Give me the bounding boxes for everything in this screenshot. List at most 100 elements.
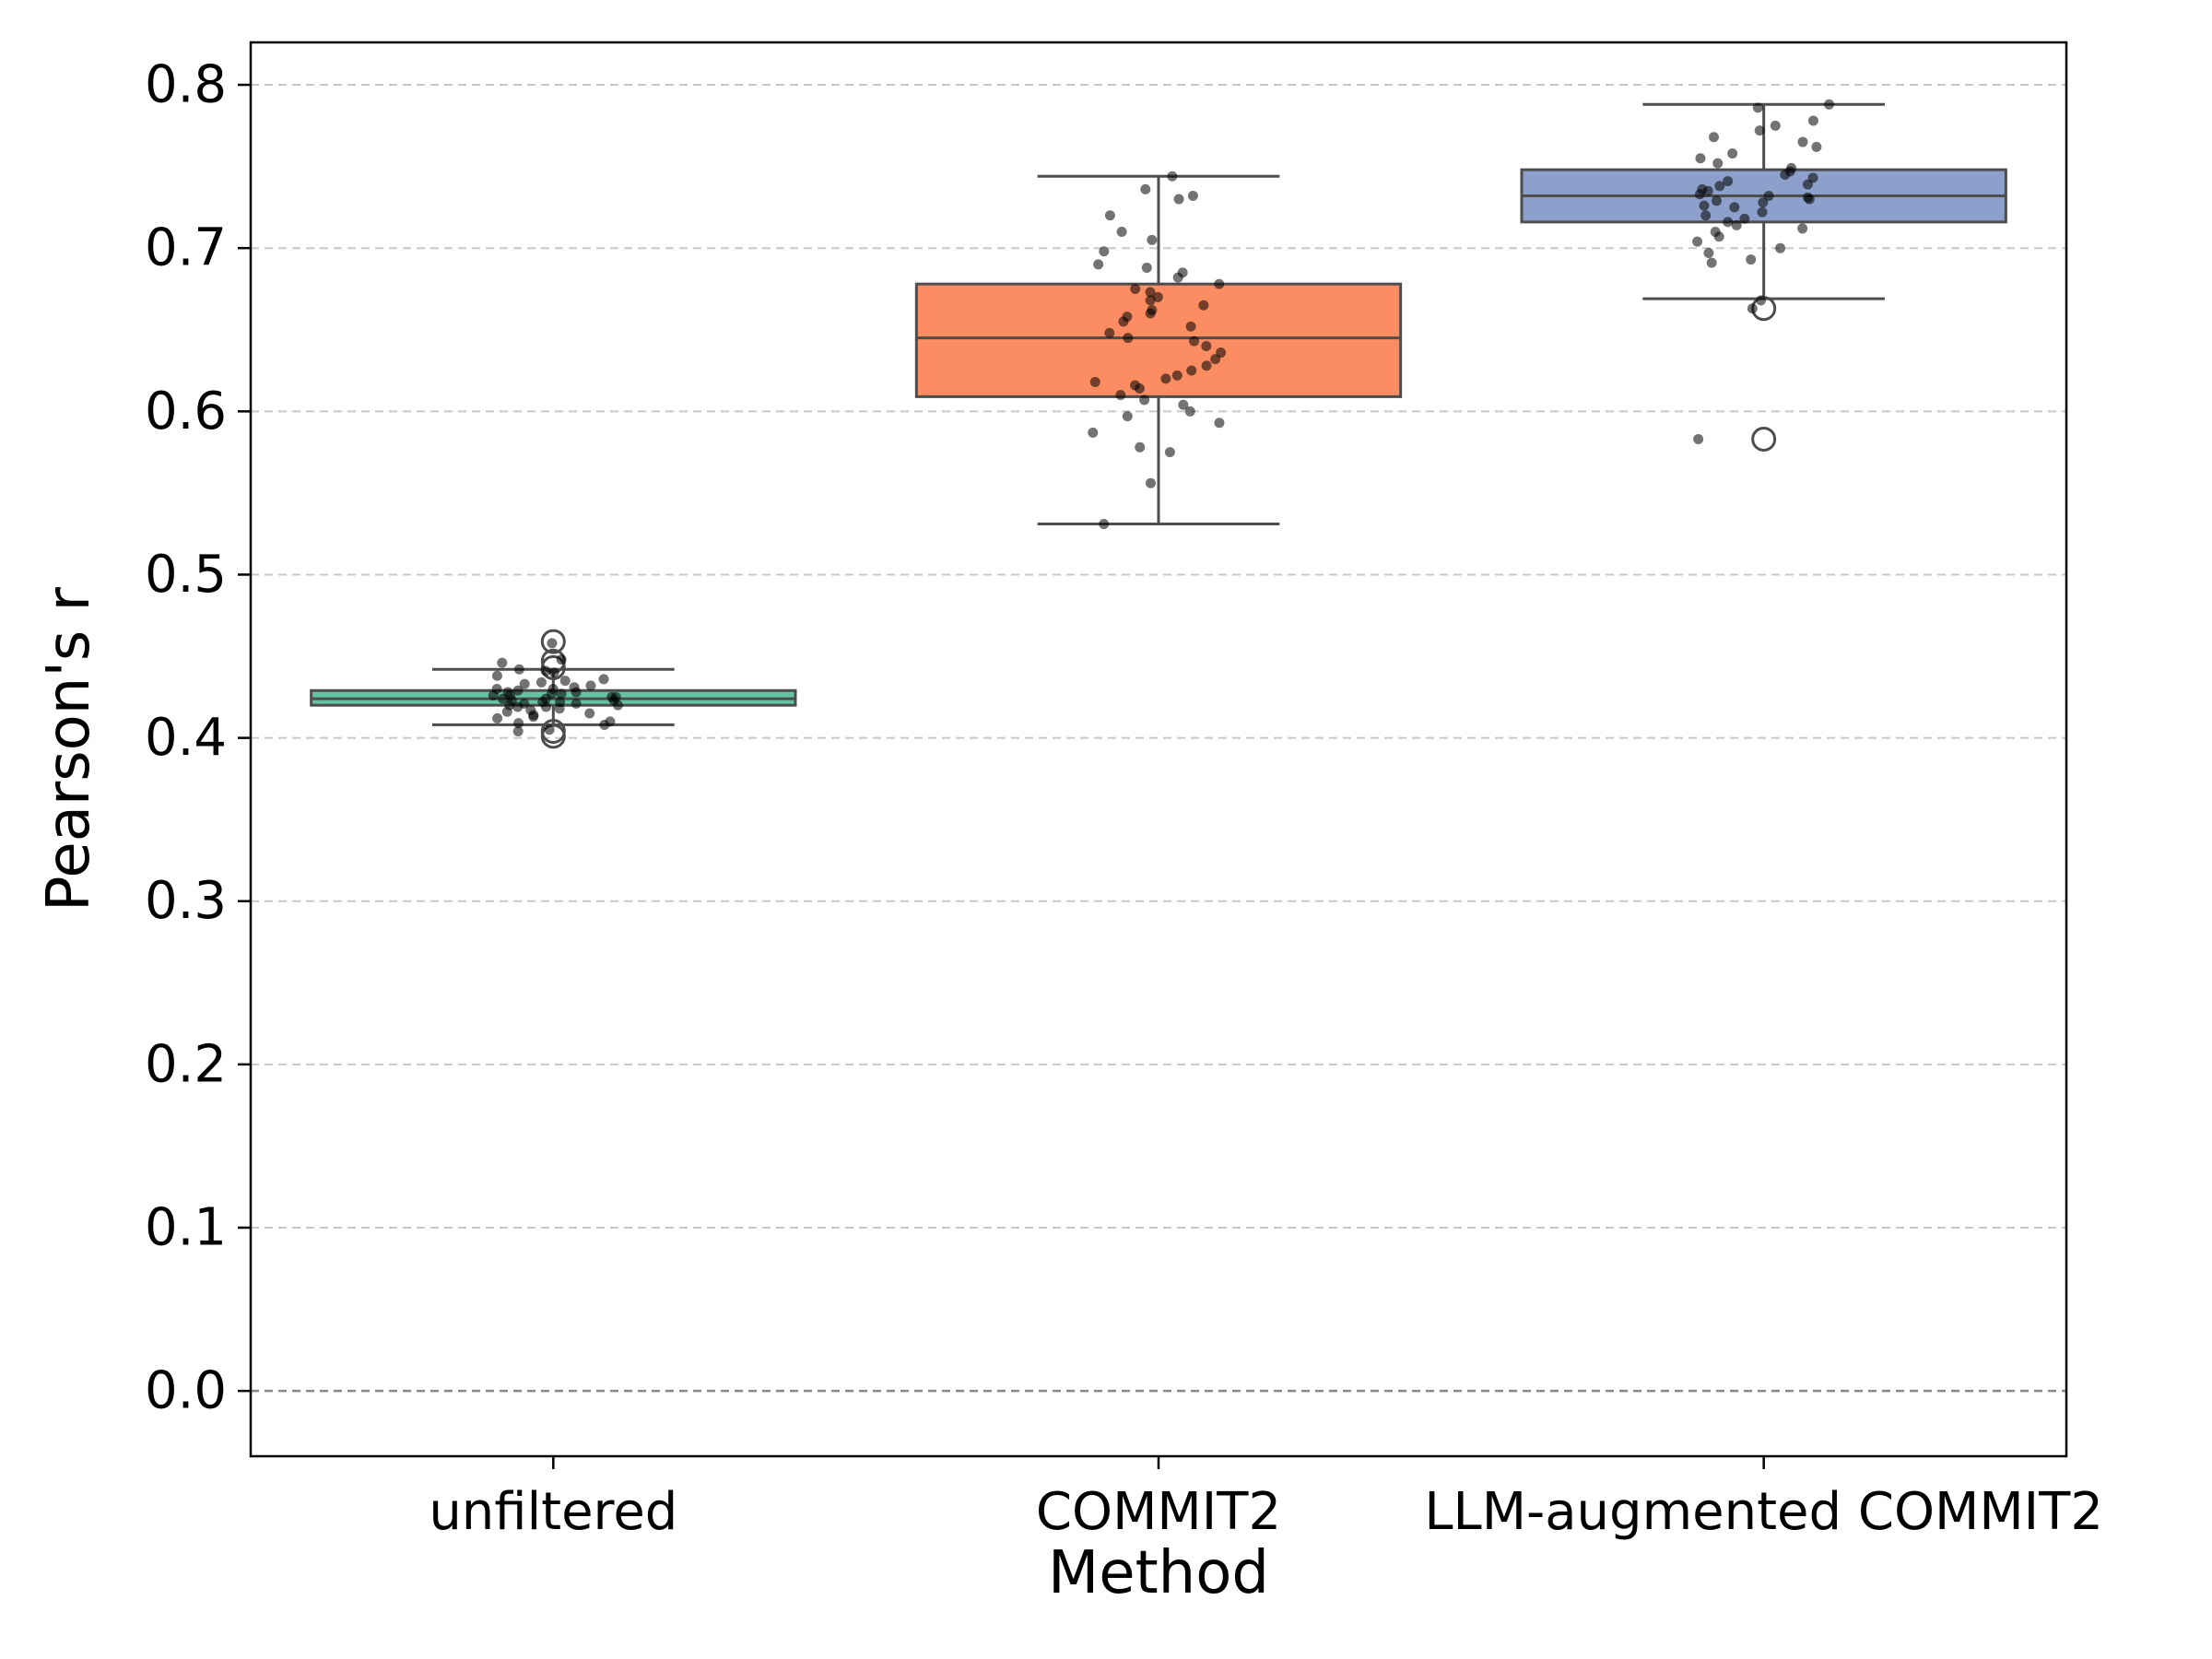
data-point <box>1700 210 1712 221</box>
y-tick-label: 0.4 <box>145 708 227 768</box>
data-point <box>1171 370 1182 381</box>
data-point <box>1140 183 1151 194</box>
data-point <box>1727 147 1738 159</box>
data-point <box>548 667 559 678</box>
data-point <box>1093 259 1104 270</box>
data-point <box>491 670 502 681</box>
data-point <box>1811 141 1822 152</box>
data-point <box>1134 383 1145 394</box>
data-point <box>544 724 555 735</box>
data-point <box>1122 411 1133 422</box>
data-point <box>1130 283 1141 294</box>
data-point <box>1692 236 1703 247</box>
data-point <box>540 701 551 712</box>
data-point <box>1709 132 1720 143</box>
data-point <box>1824 99 1835 110</box>
data-point <box>598 674 609 685</box>
data-point <box>1758 197 1769 208</box>
data-point <box>1775 242 1786 253</box>
data-point <box>1123 333 1134 344</box>
data-point <box>535 677 547 688</box>
data-point <box>1757 206 1768 218</box>
x-tick-label: LLM-augmented COMMIT2 <box>1424 1482 2103 1542</box>
data-point <box>599 719 610 730</box>
data-point <box>1770 120 1781 131</box>
data-point <box>497 657 508 668</box>
data-point <box>1754 125 1765 136</box>
y-tick-label: 0.5 <box>145 545 227 605</box>
data-point <box>488 690 499 701</box>
data-point <box>1695 153 1706 164</box>
data-point <box>1099 519 1110 530</box>
data-point <box>1210 354 1221 365</box>
data-point <box>559 676 571 687</box>
data-point <box>1099 246 1110 257</box>
y-tick-label: 0.0 <box>145 1361 227 1421</box>
data-point <box>1807 115 1818 126</box>
data-point <box>1755 295 1766 306</box>
data-point <box>512 685 524 696</box>
data-point <box>1147 234 1158 245</box>
iqr-box <box>914 282 1403 398</box>
y-tick-label: 0.1 <box>145 1198 227 1258</box>
data-point <box>1703 248 1714 259</box>
y-tick-label: 0.3 <box>145 871 227 931</box>
data-point <box>1152 291 1163 302</box>
data-point <box>1145 295 1156 306</box>
data-point <box>1139 394 1150 406</box>
data-point <box>512 701 524 712</box>
data-point <box>571 687 582 698</box>
outlier-marker <box>1751 426 1777 452</box>
x-tick-label: unfiltered <box>429 1482 677 1542</box>
data-point <box>1694 189 1705 200</box>
data-point <box>585 680 596 691</box>
data-point <box>1746 254 1757 265</box>
data-point <box>1797 136 1808 147</box>
data-point <box>612 700 623 711</box>
y-tick-label: 0.8 <box>145 55 227 115</box>
data-point <box>1172 272 1183 283</box>
data-point <box>547 638 558 649</box>
y-tick-label: 0.6 <box>145 382 227 441</box>
data-point <box>1186 365 1197 376</box>
y-tick-label: 0.7 <box>145 218 227 278</box>
data-point <box>1739 213 1750 224</box>
data-point <box>1178 399 1189 410</box>
y-tick-label: 0.2 <box>145 1034 227 1094</box>
data-point <box>492 712 503 724</box>
data-point <box>1187 191 1198 202</box>
data-point <box>1706 257 1717 268</box>
data-point <box>1763 191 1774 202</box>
data-point <box>1699 200 1710 211</box>
data-point <box>1145 477 1156 488</box>
point-layer <box>488 99 1835 737</box>
data-point <box>1723 217 1734 228</box>
data-point <box>556 688 567 700</box>
x-tick-label: COMMIT2 <box>1036 1482 1281 1542</box>
data-point <box>1711 195 1722 206</box>
data-point <box>1088 427 1099 438</box>
data-point <box>1116 226 1127 237</box>
data-point <box>1160 373 1171 384</box>
data-point <box>1214 418 1225 429</box>
y-axis-title: Pearson's r <box>35 586 103 912</box>
x-axis-title: Method <box>1048 1539 1269 1607</box>
data-point <box>1185 321 1196 332</box>
box-layer <box>310 102 2007 749</box>
data-point <box>1712 158 1724 169</box>
data-point <box>1804 194 1815 205</box>
data-point <box>1731 219 1742 230</box>
data-point <box>519 678 530 689</box>
data-point <box>1693 433 1704 444</box>
data-point <box>1173 194 1184 205</box>
data-point <box>1747 303 1758 314</box>
data-point <box>571 698 582 709</box>
data-point <box>1167 171 1178 182</box>
data-point <box>540 665 551 677</box>
data-point <box>1714 181 1725 192</box>
data-point <box>1723 176 1734 187</box>
data-point <box>1104 210 1115 221</box>
data-point <box>554 703 565 714</box>
data-point <box>1104 327 1115 338</box>
